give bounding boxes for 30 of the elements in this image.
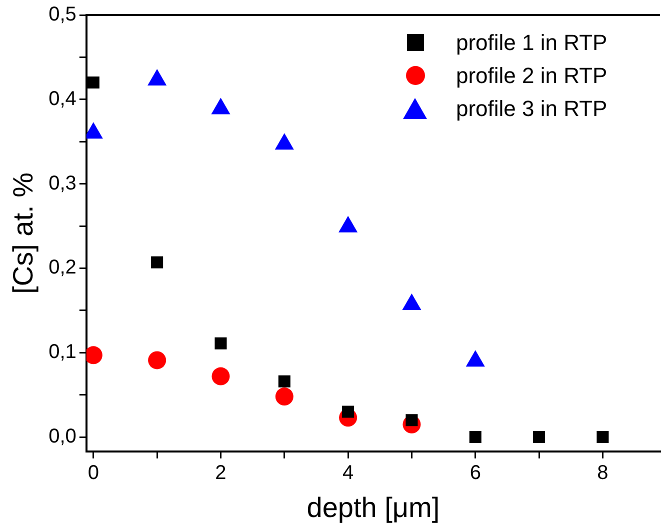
point (212, 367, 230, 386)
point (596, 431, 609, 444)
point (151, 256, 164, 268)
legend-label: profile 3 in RTP (456, 95, 608, 123)
x-tick-label: 4 (342, 462, 354, 484)
legend-label: profile 1 in RTP (456, 29, 608, 57)
y-tick-label: 0,4 (48, 88, 76, 110)
point (148, 351, 166, 370)
x-tick-label: 6 (470, 462, 481, 484)
x-tick-label: 8 (597, 462, 608, 484)
x-tick-label: 2 (215, 462, 226, 484)
point (338, 216, 358, 232)
point (533, 431, 546, 444)
y-tick-label: 0,5 (48, 4, 76, 26)
y-tick-label: 0,1 (48, 341, 76, 364)
point (214, 337, 227, 350)
y-tick-label: 0,3 (48, 172, 76, 194)
point (274, 133, 294, 150)
x-axis-title: depth [μm] (306, 492, 440, 523)
point (469, 431, 482, 444)
legend-label: profile 2 in RTP (456, 62, 608, 90)
point (275, 388, 294, 406)
y-axis-title: [Cs] at. % (8, 172, 39, 294)
point (278, 375, 290, 388)
y-tick-label: 0,2 (48, 256, 76, 279)
x-tick-label: 0 (88, 462, 99, 484)
y-tick-label: 0,0 (48, 426, 76, 448)
point (148, 68, 167, 86)
point (342, 406, 354, 418)
point (211, 98, 230, 114)
